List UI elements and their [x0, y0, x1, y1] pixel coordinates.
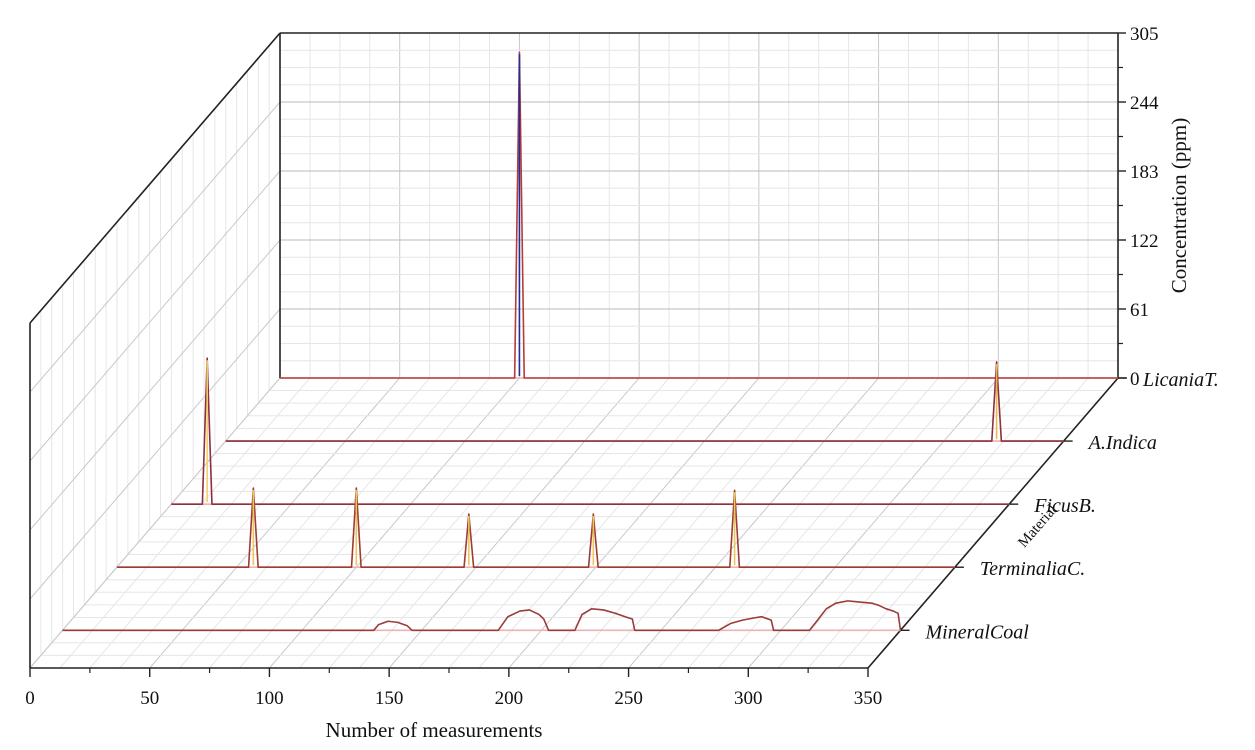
floor-gridline: [388, 377, 640, 669]
floor-gridline: [179, 377, 431, 669]
floor-gridline: [448, 377, 700, 669]
series-ficusb: [171, 357, 1010, 505]
floor-gridline: [807, 377, 1059, 669]
floor-gridline: [688, 377, 939, 669]
depth-axis-line: [867, 377, 1119, 669]
x-tick-label: 250: [614, 688, 643, 709]
series-line: [62, 600, 902, 632]
x-axis-title: Number of measurements: [326, 718, 543, 742]
floor-gridline: [209, 377, 460, 669]
series-licaniat: [280, 51, 1118, 379]
x-tick-label: 200: [495, 688, 524, 709]
z-tick-label: 244: [1130, 93, 1159, 114]
floor-gridline: [598, 377, 850, 669]
floor-gridline: [508, 377, 760, 669]
leftwall-gridline: [29, 308, 281, 600]
floor-gridline: [478, 377, 730, 669]
floor-gridline: [717, 377, 969, 669]
floor-gridline: [628, 377, 879, 669]
axis-labels: 0 50 100 150 200 250 300 350 0 61 122 183 244 305 Lica…: [25, 24, 1219, 709]
floor-gridline: [568, 377, 820, 669]
material-label: LicaniaT.: [1142, 369, 1219, 391]
series-group: [62, 51, 1118, 632]
floor-gridline: [837, 377, 1089, 669]
floor-gridline: [298, 377, 550, 669]
x-tick-label: 300: [734, 688, 763, 709]
leftwall-gridline: [29, 170, 281, 462]
floor-gridline: [328, 377, 580, 669]
floor-gridline: [658, 377, 909, 669]
leftwall-gridline: [29, 377, 281, 669]
z-axis-title: Concentration (ppm): [1167, 118, 1191, 294]
x-tick-label: 0: [25, 688, 35, 709]
x-tick-label: 350: [854, 688, 883, 709]
material-label: TerminaliaC.: [980, 558, 1085, 580]
series-line: [171, 357, 1010, 505]
z-tick-label: 61: [1130, 300, 1149, 321]
z-tick-label: 305: [1130, 24, 1159, 45]
material-label: MineralCoal: [925, 621, 1030, 643]
series-line: [225, 361, 1064, 442]
series-terminaliac: [116, 487, 955, 569]
floor-gridline: [269, 377, 520, 669]
material-label: FicusB.: [1033, 495, 1096, 517]
material-label: A.Indica: [1087, 432, 1157, 454]
series-aindica: [225, 361, 1064, 442]
axes: [29, 32, 1127, 677]
top-left-edge: [29, 32, 281, 324]
x-tick-label: 150: [375, 688, 404, 709]
floor-gridline: [418, 377, 670, 669]
series-line: [280, 51, 1118, 379]
z-tick-label: 0: [1130, 369, 1140, 390]
floor-gridline: [59, 377, 311, 669]
series-mineralcoal: [62, 600, 902, 632]
series-line: [116, 487, 955, 569]
z-tick-label: 122: [1130, 231, 1159, 252]
floor-gridline: [149, 377, 401, 669]
leftwall-gridline: [29, 101, 281, 393]
floor-gridline: [777, 377, 1029, 669]
leftwall-gridline: [29, 239, 281, 531]
floor-gridline: [239, 377, 490, 669]
grid-lines: [29, 32, 1119, 669]
floor-gridline: [747, 377, 999, 669]
floor-gridline: [119, 377, 371, 669]
floor-gridline: [358, 377, 610, 669]
z-tick-label: 183: [1130, 162, 1159, 183]
floor-gridline: [89, 377, 341, 669]
x-tick-label: 50: [140, 688, 159, 709]
floor-gridline: [538, 377, 790, 669]
x-tick-label: 100: [255, 688, 284, 709]
